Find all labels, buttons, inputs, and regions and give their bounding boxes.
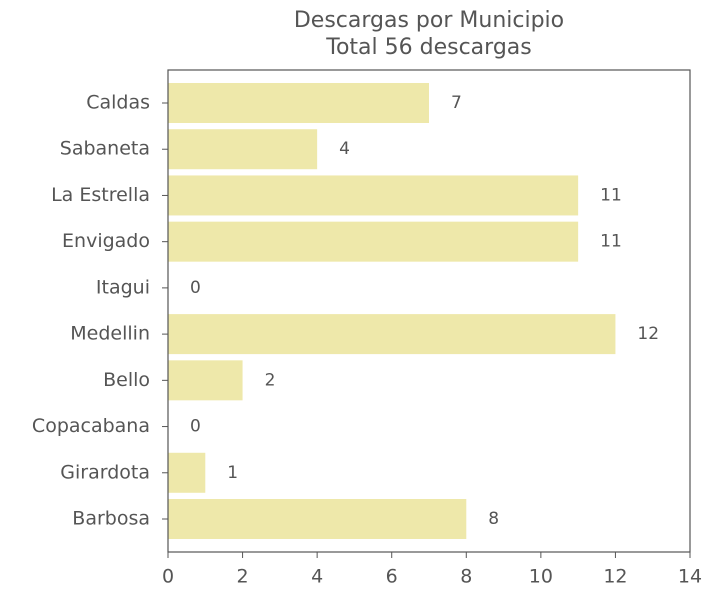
bar: [168, 129, 318, 170]
data-label: 0: [190, 417, 201, 437]
x-tick-label: 4: [311, 566, 323, 588]
data-label: 11: [600, 185, 622, 205]
x-tick-label: 8: [460, 566, 472, 588]
chart-subtitle: Total 56 descargas: [325, 35, 531, 60]
y-tick-label: Medellin: [70, 323, 150, 345]
data-label: 1: [227, 463, 238, 483]
y-tick-label: Envigado: [62, 230, 150, 252]
x-tick-label: 10: [529, 566, 553, 588]
x-tick-label: 12: [603, 566, 627, 588]
y-tick-label: Sabaneta: [60, 138, 150, 160]
y-tick-label: Barbosa: [72, 508, 150, 530]
bar: [168, 452, 206, 493]
x-tick-label: 2: [237, 566, 249, 588]
plot-frame: [167, 69, 691, 553]
data-label: 12: [637, 324, 659, 344]
bar: [168, 314, 616, 355]
bar: [168, 360, 243, 401]
data-label: 0: [190, 278, 201, 298]
y-tick-label: Itagui: [96, 276, 150, 298]
data-label: 8: [488, 509, 499, 529]
y-tick-label: Girardota: [60, 461, 150, 483]
y-tick-label: Copacabana: [32, 415, 150, 437]
bar: [168, 175, 579, 216]
x-tick-label: 6: [386, 566, 398, 588]
x-tick-label: 14: [678, 566, 702, 588]
bar: [168, 221, 579, 262]
y-tick-label: Bello: [103, 369, 150, 391]
data-label: 7: [451, 93, 462, 113]
chart-title: Descargas por Municipio: [294, 8, 564, 33]
data-label: 2: [265, 370, 276, 390]
x-tick-label: 0: [162, 566, 174, 588]
bar: [168, 83, 429, 123]
data-label: 4: [339, 139, 350, 159]
y-tick-label: Caldas: [86, 92, 150, 114]
data-label: 11: [600, 232, 622, 252]
y-tick-label: La Estrella: [51, 184, 150, 206]
bar: [168, 499, 467, 539]
